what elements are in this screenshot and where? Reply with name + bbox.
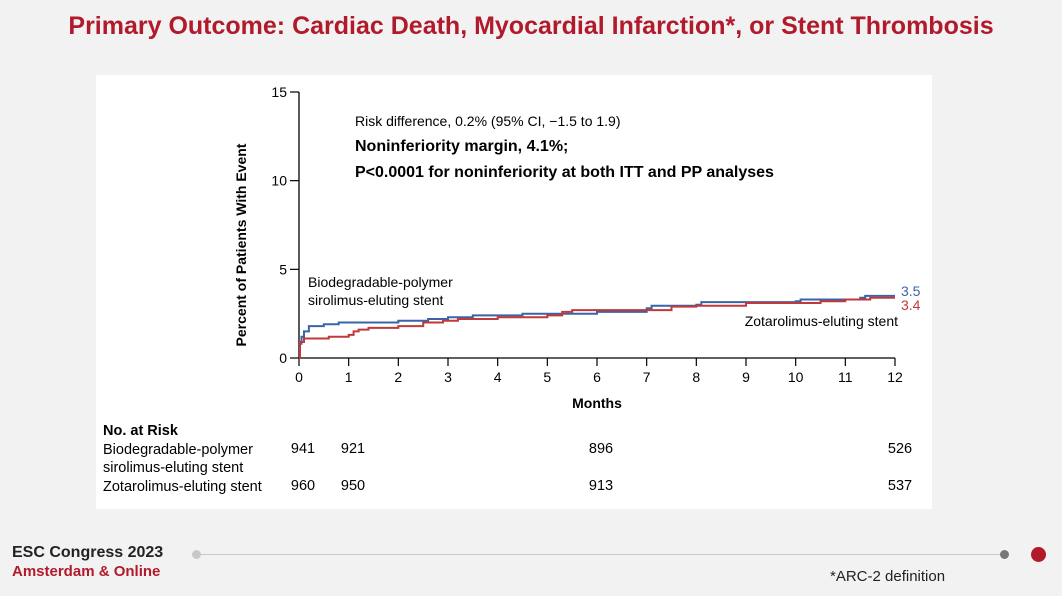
curves: [299, 294, 895, 359]
end-value-biodegradable: 3.5: [901, 283, 921, 299]
x-tick-label: 11: [838, 369, 853, 385]
footer-dot-left: [192, 550, 201, 559]
x-tick-label: 2: [394, 369, 402, 385]
risk-cell: 526: [887, 441, 913, 457]
y-tick-label: 5: [279, 261, 287, 277]
risk-cell: 537: [887, 478, 913, 494]
risk-table-header: No. at Risk: [103, 423, 178, 439]
end-value-zotarolimus: 3.4: [901, 297, 921, 313]
risk-cell: 950: [340, 478, 366, 494]
slide-title: Primary Outcome: Cardiac Death, Myocardi…: [68, 12, 994, 40]
x-tick-label: 7: [643, 369, 651, 385]
series-label-biodegradable-2: sirolimus-eluting stent: [308, 292, 443, 308]
risk-cell: 913: [588, 478, 614, 494]
footer-divider: [196, 554, 1002, 555]
risk-row-label-zotarolimus: Zotarolimus-eluting stent: [103, 478, 262, 496]
y-axis-label: Percent of Patients With Event: [233, 143, 249, 346]
footer-dot-red: [1031, 547, 1046, 562]
series-label-zotarolimus: Zotarolimus-eluting stent: [745, 313, 898, 329]
x-tick-label: 1: [345, 369, 353, 385]
risk-cell: 896: [588, 441, 614, 457]
risk-cell: 941: [290, 441, 316, 457]
risk-row-label-line: sirolimus-eluting stent: [103, 460, 244, 476]
risk-cell: 960: [290, 478, 316, 494]
risk-row-label-line: Zotarolimus-eluting stent: [103, 479, 262, 495]
chart-panel: 0 5 10 15 0 1 2 3 4 5 6 7 8 9 10 11 12 Percent of Patien…: [96, 75, 932, 509]
series-line-zotarolimus: [299, 296, 895, 359]
risk-row-label-line: Biodegradable-polymer: [103, 442, 253, 458]
x-tick-label: 9: [742, 369, 750, 385]
series-label-biodegradable-1: Biodegradable-polymer: [308, 274, 453, 290]
x-tick-label: 6: [593, 369, 601, 385]
x-tick-label: 10: [788, 369, 804, 385]
series-line-biodegradable: [299, 294, 895, 359]
x-tick-label: 0: [295, 369, 303, 385]
y-tick-label: 0: [279, 350, 287, 366]
footer-congress: ESC Congress 2023: [12, 544, 164, 561]
footer-city: Amsterdam & Online: [12, 563, 161, 580]
noninferiority-margin-text: Noninferiority margin, 4.1%;: [355, 138, 568, 155]
risk-cell: 921: [340, 441, 366, 457]
risk-difference-text: Risk difference, 0.2% (95% CI, −1.5 to 1…: [355, 113, 621, 129]
x-tick-label: 4: [494, 369, 502, 385]
x-tick-label: 5: [543, 369, 551, 385]
x-tick-label: 3: [444, 369, 452, 385]
x-tick-label: 8: [692, 369, 700, 385]
footer-dot-gray: [1000, 550, 1009, 559]
risk-row-label-biodegradable: Biodegradable-polymer sirolimus-eluting …: [103, 441, 253, 477]
p-value-text: P<0.0001 for noninferiority at both ITT …: [355, 164, 774, 181]
x-tick-label: 12: [887, 369, 903, 385]
x-axis-label: Months: [572, 395, 622, 411]
y-tick-label: 10: [271, 173, 287, 189]
footnote: *ARC-2 definition: [830, 568, 946, 585]
y-tick-label: 15: [271, 84, 287, 100]
